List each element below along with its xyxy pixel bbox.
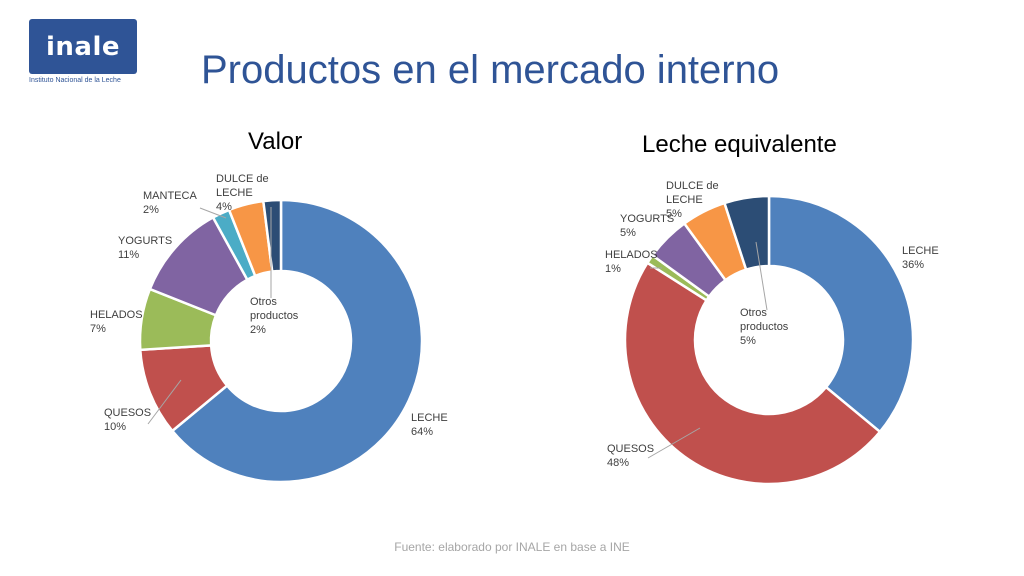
data-label-yogurts: YOGURTS 5% (620, 213, 674, 239)
logo-subtitle: Instituto Nacional de la Leche (29, 77, 121, 84)
data-label-quesos: QUESOS 48% (607, 443, 654, 469)
data-label-helados: HELADOS 7% (90, 309, 143, 335)
data-label-leche: LECHE 36% (902, 245, 939, 271)
chart-title-leche-equivalente: Leche equivalente (642, 131, 837, 158)
donut-slice-quesos (623, 261, 882, 486)
data-label-quesos: QUESOS 10% (104, 407, 151, 433)
leader-line (199, 207, 227, 219)
source-note: Fuente: elaborado por INALE en base a IN… (394, 540, 630, 554)
chart-title-valor: Valor (248, 128, 303, 155)
inale-logo: inale (29, 19, 137, 74)
data-label-yogurts: YOGURTS 11% (118, 235, 172, 261)
data-label-otros-productos: Otros productos 2% (250, 296, 299, 336)
data-label-otros-productos: Otros productos 5% (740, 307, 789, 347)
donut-slice-leche (767, 194, 915, 434)
data-label-dulce-de-leche: DULCE de LECHE 4% (216, 173, 269, 213)
data-label-helados: HELADOS 1% (605, 249, 658, 275)
data-label-leche: LECHE 64% (411, 412, 448, 438)
donut-slice-leche (170, 198, 424, 484)
donut-slice-otros-productos (261, 198, 283, 273)
leader-line (147, 379, 182, 425)
leader-line (647, 427, 701, 459)
data-label-manteca: MANTECA 2% (143, 190, 197, 216)
page-title: Productos en el mercado interno (201, 48, 780, 92)
leader-line (755, 241, 768, 311)
data-label-dulce-de-leche: DULCE de LECHE 5% (666, 180, 719, 220)
